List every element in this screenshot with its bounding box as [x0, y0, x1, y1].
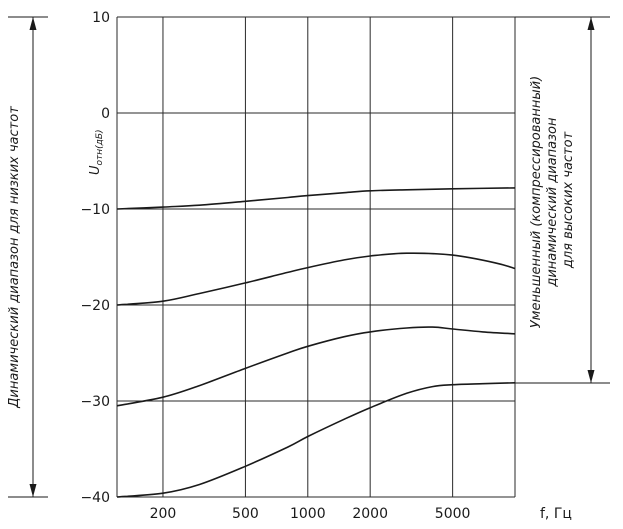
right-annotation-line-2: динамический диапазон [545, 117, 560, 288]
left-dimension-marker [8, 16, 48, 498]
y-axis-label: Uотн(дБ) [88, 129, 105, 175]
y-tick-label: 10 [92, 10, 110, 26]
x-axis-label: f, Гц [540, 506, 572, 522]
y-axis-label-sub: отн(дБ) [95, 129, 105, 165]
right-dimension-marker [515, 16, 610, 384]
x-tick-label: 200 [150, 506, 177, 522]
series-curves [116, 187, 516, 498]
grid [116, 16, 516, 498]
left-annotation: Динамический диапазон для низких частот [7, 106, 22, 409]
series-line-3 [116, 326, 516, 407]
y-axis-label-main: U [88, 165, 103, 175]
x-tick-label: 1000 [290, 506, 326, 522]
x-tick-label: 500 [232, 506, 259, 522]
y-tick-label: −10 [80, 202, 110, 218]
series-line-4 [116, 382, 516, 498]
right-annotation-line-3: для высоких частот [561, 131, 576, 269]
series-line-2 [116, 252, 516, 306]
right-annotation: Уменьшенный (компрессированный) динамиче… [529, 72, 576, 329]
y-tick-label: −20 [80, 298, 110, 314]
y-tick-label: −30 [80, 394, 110, 410]
right-annotation-line-1: Уменьшенный (компрессированный) [529, 76, 544, 328]
tick-labels: 10 0 −10 −20 −30 −40 200 500 1000 2000 5000 [80, 10, 470, 522]
y-tick-label: 0 [101, 106, 110, 122]
x-tick-label: 2000 [352, 506, 388, 522]
y-tick-label: −40 [80, 490, 110, 506]
x-tick-label: 5000 [435, 506, 471, 522]
series-line-1 [116, 187, 516, 210]
